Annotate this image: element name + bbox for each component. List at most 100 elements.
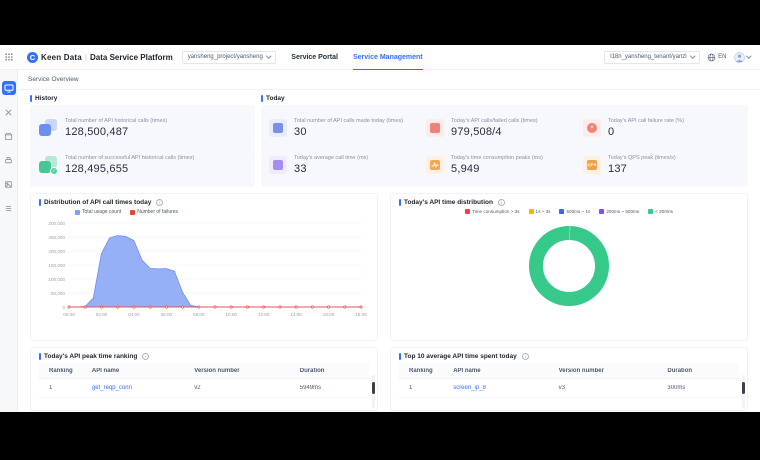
page-title: Service Overview	[28, 76, 79, 83]
project-selector-value: yansheng_project/yansheng	[187, 54, 263, 60]
logo[interactable]: C Keen Data	[27, 51, 82, 63]
call-distribution-panel: Distribution of API call times today i To…	[30, 193, 378, 341]
info-icon[interactable]: i	[497, 199, 505, 206]
sidebar-item-logs[interactable]	[2, 201, 16, 215]
stat-label: Total number of API historical calls (ti…	[65, 117, 168, 124]
chevron-down-icon	[689, 53, 695, 59]
stat-qps-peak: QPS Today's QPS peak (times/s) 137	[583, 146, 740, 183]
x-circle-icon: ×	[587, 122, 597, 133]
table-scrollbar[interactable]	[372, 375, 375, 408]
svg-text:50,000: 50,000	[51, 291, 65, 296]
waffle-grid-icon	[5, 53, 13, 61]
svg-text:02:00: 02:00	[96, 312, 108, 317]
app-grid-icon[interactable]	[0, 45, 18, 70]
legend-label: 500ms ~ 1s	[566, 209, 591, 214]
sidebar-item-resources[interactable]	[2, 129, 16, 143]
legend-item[interactable]: 500ms ~ 1s	[559, 209, 590, 214]
table-title: Today's API peak time ranking	[44, 353, 138, 360]
svg-text:10:00: 10:00	[225, 312, 237, 317]
chart-title: Today's API time distribution	[404, 199, 493, 206]
avg-time-table: Ranking API name Version number Duration 1 sc…	[399, 363, 739, 398]
column-header: API name	[91, 367, 120, 374]
avg-time-table-panel: Top 10 average API time spent today i Ran…	[390, 347, 748, 411]
column-header: Duration	[299, 367, 325, 374]
stat-time-peak: Today's time consumption peaks (ms) 5,949	[426, 146, 583, 183]
svg-text:00:00: 00:00	[63, 312, 75, 317]
stat-value: 128,495,655	[65, 162, 129, 175]
legend-swatch	[75, 209, 80, 215]
table-row: 1 get_reqp_conn v2 5949ms	[39, 379, 369, 398]
legend-label: < 200ms	[655, 209, 673, 214]
svg-text:06:00: 06:00	[161, 312, 173, 317]
tenant-selector[interactable]: l18n_yansheng_tenant/yanzl	[604, 50, 701, 64]
tab-service-portal[interactable]: Service Portal	[291, 45, 338, 70]
info-icon[interactable]: i	[156, 199, 164, 206]
svg-text:300,000: 300,000	[48, 221, 65, 226]
stat-value: 5,949	[451, 162, 480, 175]
sidebar	[0, 70, 18, 412]
column-header: Ranking	[409, 367, 433, 374]
section-title: History	[35, 95, 58, 102]
legend-item[interactable]: Time consumption > 3s	[465, 209, 520, 214]
stat-value: 979,508/4	[451, 125, 502, 138]
donut-legend: Time consumption > 3s 1s ~ 3s 500ms ~ 1s 20…	[399, 209, 739, 214]
legend-label: Number of failures	[137, 209, 179, 215]
legend-swatch	[648, 209, 654, 214]
chart-title: Distribution of API call times today	[44, 199, 152, 206]
legend-swatch	[528, 209, 534, 214]
history-section: History Total number of API historical c…	[30, 95, 255, 187]
user-menu[interactable]	[733, 51, 751, 63]
legend-label: Time consumption > 3s	[472, 209, 520, 214]
globe-icon	[707, 53, 716, 61]
api-name-link[interactable]: screen_ip_8	[453, 385, 486, 391]
svg-text:12:00: 12:00	[258, 312, 270, 317]
svg-text:150,000: 150,000	[48, 263, 65, 268]
api-name-link[interactable]: get_reqp_conn	[91, 385, 132, 391]
column-header: Duration	[667, 367, 693, 374]
info-icon[interactable]: i	[142, 353, 150, 360]
svg-text:200,000: 200,000	[48, 249, 65, 254]
sidebar-item-tools[interactable]	[2, 105, 16, 119]
legend-label: Total usage count	[82, 209, 122, 215]
table-row: 1 screen_ip_8 v3 300ms	[399, 379, 739, 398]
section-accent-bar	[30, 95, 32, 102]
time-distribution-panel: Today's API time distribution i Time cons…	[390, 193, 748, 341]
svg-text:250,000: 250,000	[48, 235, 65, 240]
today-section: Today Total number of API calls made tod…	[261, 95, 748, 187]
section-accent-bar	[399, 199, 401, 206]
stat-failure-rate: × Today's API call failure rate (%) 0	[583, 109, 740, 146]
stat-value: 137	[608, 162, 627, 175]
logo-text: Keen Data	[41, 52, 82, 62]
language-switcher[interactable]: EN	[707, 53, 727, 62]
table-cell: v3	[558, 385, 565, 391]
area-chart: 0 50,000 100,000 150,000 200,000 250,000 300,0…	[48, 221, 367, 317]
tab-service-management[interactable]: Service Management	[352, 45, 423, 71]
info-icon[interactable]: i	[521, 353, 529, 360]
scrollbar-thumb[interactable]	[372, 382, 375, 394]
list-icon	[5, 205, 12, 211]
stat-value: 30	[294, 125, 307, 138]
sidebar-item-service-overview[interactable]	[1, 81, 16, 95]
project-selector[interactable]: yansheng_project/yansheng	[181, 50, 277, 64]
area-legend: Total usage count Number of failures	[75, 209, 369, 215]
scrollbar-thumb[interactable]	[742, 382, 745, 394]
sidebar-item-reports[interactable]	[2, 177, 16, 191]
stat-calls-today: Total number of API calls made today (ti…	[269, 109, 426, 146]
table-cell: 1	[409, 385, 413, 391]
section-accent-bar	[261, 95, 263, 102]
table-scrollbar[interactable]	[742, 375, 745, 408]
legend-item[interactable]: 1s ~ 3s	[528, 209, 550, 214]
sidebar-item-devices[interactable]	[2, 153, 16, 167]
column-header: API name	[453, 367, 481, 374]
legend-item[interactable]: 200ms ~ 500ms	[599, 209, 639, 214]
legend-swatch	[599, 209, 605, 214]
qps-badge: QPS	[587, 159, 597, 170]
legend-item[interactable]: Number of failures	[130, 209, 178, 215]
calls-today-icon	[269, 118, 287, 137]
legend-item[interactable]: < 200ms	[648, 209, 673, 214]
table-cell: 1	[49, 385, 53, 391]
tenant-selector-value: l18n_yansheng_tenant/yanzl	[610, 54, 687, 60]
legend-item[interactable]: Total usage count	[75, 209, 121, 215]
box-icon	[4, 132, 13, 140]
section-accent-bar	[399, 353, 401, 360]
